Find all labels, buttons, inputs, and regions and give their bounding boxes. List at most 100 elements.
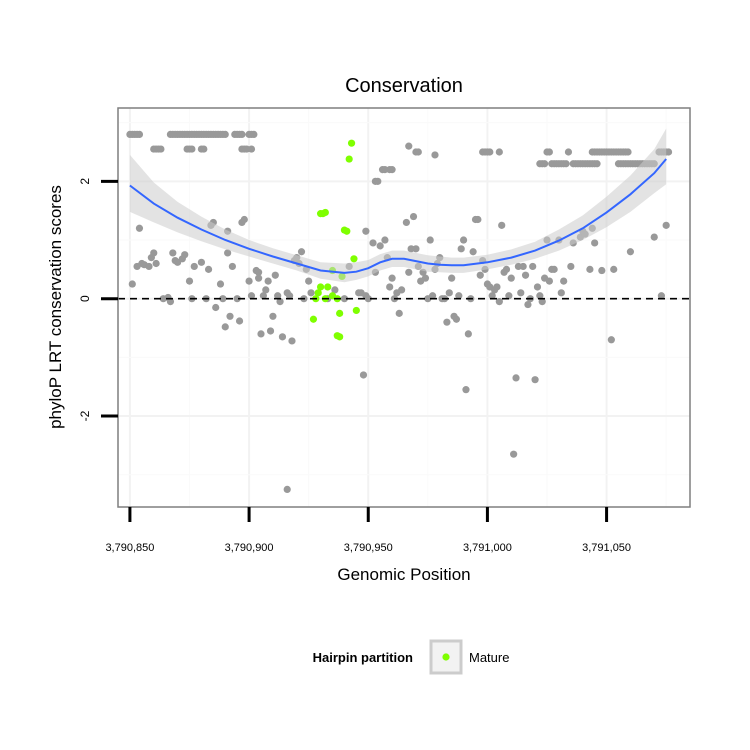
x-tick-label: 3,791,050 xyxy=(582,542,631,554)
mature-point xyxy=(314,289,322,297)
data-point xyxy=(562,160,570,168)
data-point xyxy=(598,266,606,275)
data-point xyxy=(145,262,153,271)
data-point xyxy=(364,295,372,303)
data-point xyxy=(395,309,403,317)
confidence-ribbon xyxy=(129,128,667,283)
data-point xyxy=(271,271,279,279)
data-point xyxy=(369,239,377,247)
data-point xyxy=(135,130,144,139)
data-point xyxy=(626,248,635,256)
legend-title: Hairpin partition xyxy=(313,650,413,665)
data-point xyxy=(538,298,546,306)
data-point xyxy=(238,130,246,139)
data-point xyxy=(533,283,542,291)
data-point xyxy=(297,248,306,256)
data-point xyxy=(495,298,503,306)
data-point xyxy=(388,166,396,174)
data-point xyxy=(152,259,160,268)
data-point xyxy=(457,245,465,253)
mature-point xyxy=(336,333,344,341)
data-point xyxy=(560,277,568,285)
data-point xyxy=(235,317,244,325)
data-point xyxy=(331,286,339,294)
data-point xyxy=(166,298,175,306)
mature-point xyxy=(347,139,356,147)
data-point xyxy=(409,212,418,221)
data-point xyxy=(362,227,370,235)
data-point xyxy=(493,283,501,291)
data-point xyxy=(431,151,439,159)
data-point xyxy=(414,148,422,156)
data-point xyxy=(388,274,396,282)
x-tick-label: 3,791,000 xyxy=(463,542,512,554)
data-point xyxy=(586,265,594,273)
data-point xyxy=(150,249,158,257)
data-point xyxy=(529,262,537,271)
data-point xyxy=(524,300,532,309)
data-point xyxy=(278,333,287,341)
data-point xyxy=(181,251,189,259)
mature-point xyxy=(343,227,351,235)
y-axis-title: phyloP LRT conservation scores xyxy=(46,185,65,429)
mature-point xyxy=(352,306,360,315)
data-point xyxy=(376,242,384,250)
data-point xyxy=(228,262,236,271)
data-point xyxy=(216,280,225,288)
data-point xyxy=(486,148,494,156)
data-point xyxy=(288,337,296,345)
mature-point xyxy=(321,208,329,217)
data-point xyxy=(221,323,229,331)
data-point xyxy=(264,277,272,285)
data-point xyxy=(286,292,294,300)
data-point xyxy=(519,262,527,271)
legend-label: Mature xyxy=(469,650,509,665)
data-point xyxy=(495,148,503,156)
mature-point xyxy=(309,315,318,323)
data-point xyxy=(657,292,666,300)
data-point xyxy=(386,283,394,291)
x-tick-label: 3,790,850 xyxy=(105,542,154,554)
data-point xyxy=(455,292,463,300)
data-point xyxy=(412,245,420,253)
data-point xyxy=(226,312,234,320)
data-point xyxy=(157,145,165,153)
data-point xyxy=(443,318,451,326)
chart-title: Conservation xyxy=(345,75,463,97)
data-point xyxy=(340,295,349,303)
data-point xyxy=(550,265,558,273)
mature-point xyxy=(324,283,332,291)
data-point xyxy=(505,292,513,300)
data-point xyxy=(531,376,539,384)
panel-border xyxy=(117,107,691,508)
data-point xyxy=(593,160,601,168)
legend-key-point xyxy=(442,653,450,661)
data-point xyxy=(405,142,413,150)
data-point xyxy=(445,289,453,297)
data-point xyxy=(541,160,549,168)
data-point xyxy=(564,148,573,156)
data-point xyxy=(283,485,291,493)
y-tick-label: -2 xyxy=(78,410,92,421)
x-tick-label: 3,790,950 xyxy=(344,542,393,554)
data-point xyxy=(212,303,220,312)
data-point xyxy=(405,268,413,276)
data-point xyxy=(257,330,265,338)
mature-point xyxy=(350,255,358,263)
data-point xyxy=(521,271,530,279)
data-point xyxy=(452,315,461,323)
data-point xyxy=(240,215,248,224)
data-point xyxy=(421,274,430,282)
data-point xyxy=(469,248,477,256)
data-point xyxy=(426,236,434,244)
data-point xyxy=(545,148,553,156)
data-point xyxy=(507,274,515,282)
smooth-trend-line xyxy=(129,158,667,274)
data-point xyxy=(276,298,284,306)
data-point xyxy=(250,130,258,139)
data-point xyxy=(545,277,553,285)
data-point xyxy=(262,286,270,294)
data-point xyxy=(221,130,229,139)
data-point xyxy=(359,371,368,379)
